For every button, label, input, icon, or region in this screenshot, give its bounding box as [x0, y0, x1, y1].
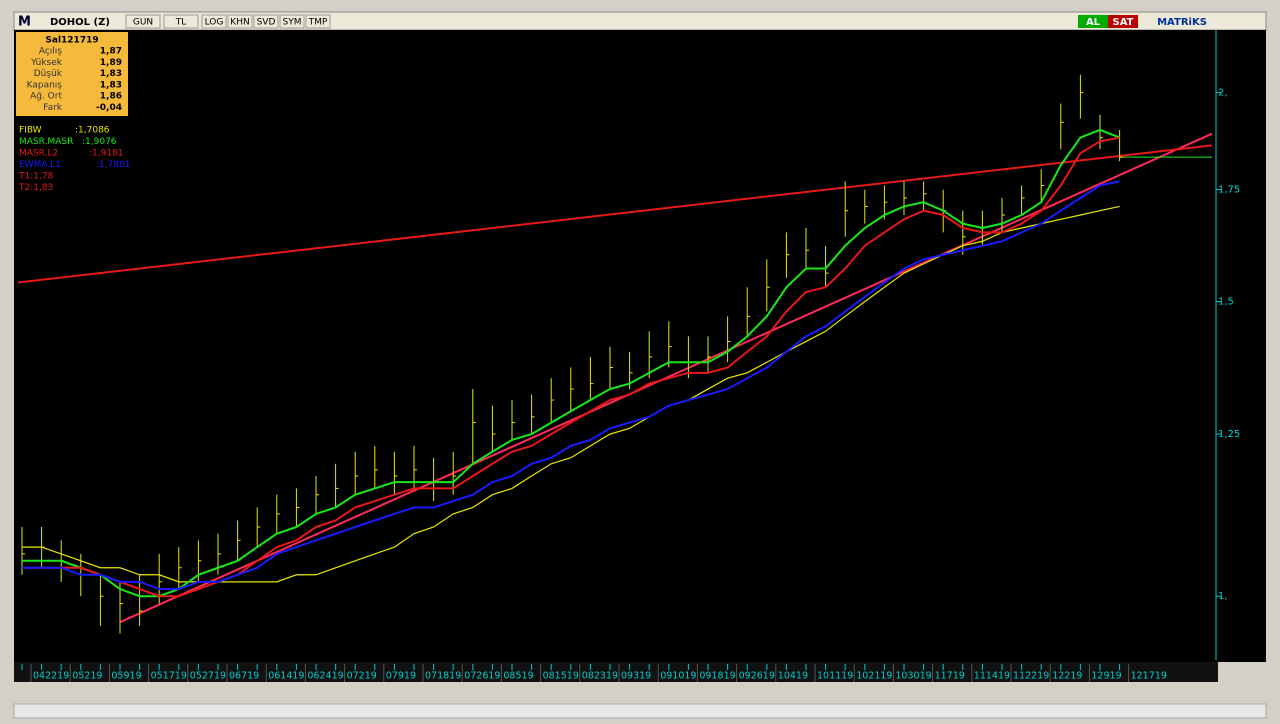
toolbar-button[interactable] — [163, 14, 199, 29]
scrollbar[interactable] — [13, 703, 1267, 719]
symbol[interactable]: DOHOL (Z) — [50, 17, 110, 28]
trend-label: T2:1,83 — [18, 183, 53, 193]
legend-name: EWMA.L1 — [19, 160, 61, 170]
x-tick-label: 05219 — [72, 671, 102, 682]
x-tick-label: 05919 — [111, 671, 141, 682]
legend-value: :1,7086 — [75, 126, 110, 136]
buy-button[interactable] — [1078, 15, 1108, 28]
plot-bg — [14, 30, 1266, 662]
x-tick-label: 042219 — [33, 671, 69, 682]
sell-label: SAT — [1113, 17, 1134, 28]
x-tick-label: 07919 — [386, 671, 416, 682]
legend-value: :1,7881 — [96, 160, 131, 170]
toolbar-button[interactable] — [279, 14, 305, 29]
trend-line — [119, 132, 1213, 624]
x-tick-label: 11719 — [935, 671, 965, 682]
x-tick-label: 111419 — [974, 671, 1010, 682]
legend-name: MASR.L2 — [19, 149, 58, 159]
toolbar-button-label: GUN — [133, 18, 153, 28]
buy-label: AL — [1086, 17, 1101, 28]
x-tick-label: 102119 — [856, 671, 892, 682]
info-value: 1,86 — [100, 92, 122, 102]
toolbar-button[interactable] — [305, 14, 331, 29]
info-label: Düşük — [34, 69, 63, 79]
info-value: 1,89 — [100, 58, 122, 68]
info-value: 1,83 — [100, 80, 122, 90]
x-tick-label: 101119 — [817, 671, 853, 682]
x-tick-label: 072619 — [464, 671, 500, 682]
info-label: Açılış — [39, 47, 62, 57]
info-label: Ağ. Ort — [30, 92, 62, 102]
x-tick-label: 092619 — [739, 671, 775, 682]
info-value: 1,87 — [100, 47, 122, 57]
x-tick-label: 051719 — [151, 671, 187, 682]
x-tick-label: 07219 — [347, 671, 377, 682]
toolbar-button-label: LOG — [205, 18, 224, 28]
legend-name: FIBW — [19, 126, 42, 136]
brand: MATRiKS — [1157, 17, 1207, 28]
toolbar-button-label: TL — [175, 18, 187, 28]
info-title: Sal121719 — [45, 36, 98, 46]
x-tick-label: 052719 — [190, 671, 226, 682]
info-box — [16, 32, 128, 116]
y-tick-label: 1,75 — [1218, 185, 1240, 196]
legend-value: :1,9181 — [89, 149, 124, 159]
y-tick-label: 1,5 — [1218, 297, 1234, 308]
x-axis-strip — [14, 662, 1218, 682]
toolbar-button[interactable] — [125, 14, 161, 29]
indicator-line — [22, 180, 1120, 591]
toolbar-button[interactable] — [253, 14, 279, 29]
info-label: Fark — [43, 103, 63, 113]
legend-name: MASR.MASR — [19, 137, 73, 147]
x-tick-label: 062419 — [307, 671, 343, 682]
x-tick-label: 06719 — [229, 671, 259, 682]
toolbar-button-label: KHN — [230, 18, 249, 28]
x-tick-label: 081519 — [543, 671, 579, 682]
x-tick-label: 08519 — [503, 671, 533, 682]
indicator-line — [22, 136, 1120, 598]
info-label: Yüksek — [30, 58, 63, 68]
toolbar-button-label: SYM — [283, 18, 302, 28]
x-tick-label: 12919 — [1091, 671, 1121, 682]
x-tick-label: 10419 — [778, 671, 808, 682]
x-tick-label: 061419 — [268, 671, 304, 682]
toolbar-button-label: SVD — [257, 18, 276, 28]
x-tick-label: 091819 — [699, 671, 735, 682]
x-tick-label: 112219 — [1013, 671, 1049, 682]
trend-label: T1:1,78 — [18, 172, 54, 182]
indicator-line — [22, 128, 1120, 598]
info-value: -0,04 — [96, 103, 122, 113]
logo: M — [18, 15, 31, 30]
info-label: Kapanış — [27, 80, 63, 90]
toolbar-button[interactable] — [227, 14, 253, 29]
y-tick-label: 1, — [1218, 591, 1228, 602]
legend-value: :1,9076 — [82, 137, 117, 147]
y-tick-label: 2, — [1218, 88, 1228, 99]
y-tick-label: 1,25 — [1218, 429, 1240, 440]
sell-button[interactable] — [1108, 15, 1138, 28]
x-tick-label: 12219 — [1052, 671, 1082, 682]
x-tick-label: 121719 — [1131, 671, 1167, 682]
toolbar-button-label: TMP — [308, 18, 328, 28]
x-tick-label: 071819 — [425, 671, 461, 682]
info-value: 1,83 — [100, 69, 122, 79]
x-tick-label: 082319 — [582, 671, 618, 682]
x-tick-label: 091019 — [660, 671, 696, 682]
trend-line — [17, 144, 1213, 284]
toolbar-button[interactable] — [201, 14, 227, 29]
x-tick-label: 09319 — [621, 671, 651, 682]
x-tick-label: 103019 — [895, 671, 931, 682]
